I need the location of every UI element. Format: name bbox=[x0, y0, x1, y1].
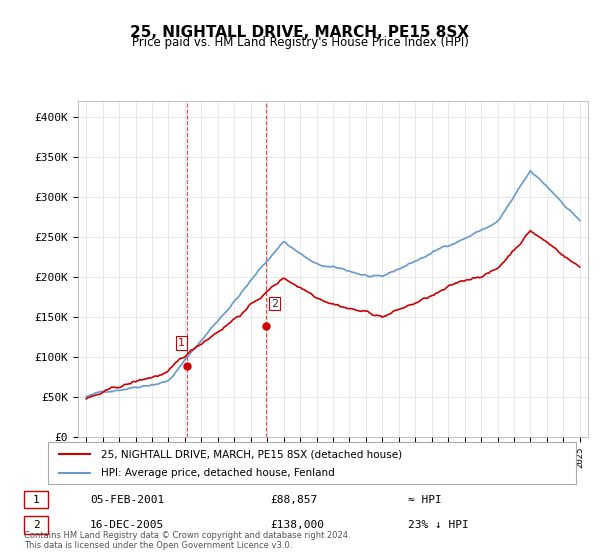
Text: 2: 2 bbox=[271, 299, 278, 309]
Text: £88,857: £88,857 bbox=[270, 495, 317, 505]
Text: 1: 1 bbox=[32, 495, 40, 505]
FancyBboxPatch shape bbox=[48, 442, 576, 484]
Text: 05-FEB-2001: 05-FEB-2001 bbox=[90, 495, 164, 505]
Text: HPI: Average price, detached house, Fenland: HPI: Average price, detached house, Fenl… bbox=[101, 468, 335, 478]
FancyBboxPatch shape bbox=[24, 516, 48, 534]
Text: Price paid vs. HM Land Registry's House Price Index (HPI): Price paid vs. HM Land Registry's House … bbox=[131, 36, 469, 49]
Text: Contains HM Land Registry data © Crown copyright and database right 2024.
This d: Contains HM Land Registry data © Crown c… bbox=[24, 530, 350, 550]
Text: 25, NIGHTALL DRIVE, MARCH, PE15 8SX (detached house): 25, NIGHTALL DRIVE, MARCH, PE15 8SX (det… bbox=[101, 449, 402, 459]
Text: £138,000: £138,000 bbox=[270, 520, 324, 530]
Text: 1: 1 bbox=[178, 338, 185, 348]
Text: 23% ↓ HPI: 23% ↓ HPI bbox=[408, 520, 469, 530]
Text: ≈ HPI: ≈ HPI bbox=[408, 495, 442, 505]
Text: 25, NIGHTALL DRIVE, MARCH, PE15 8SX: 25, NIGHTALL DRIVE, MARCH, PE15 8SX bbox=[130, 25, 470, 40]
FancyBboxPatch shape bbox=[24, 491, 48, 508]
Text: 2: 2 bbox=[32, 520, 40, 530]
Text: 16-DEC-2005: 16-DEC-2005 bbox=[90, 520, 164, 530]
